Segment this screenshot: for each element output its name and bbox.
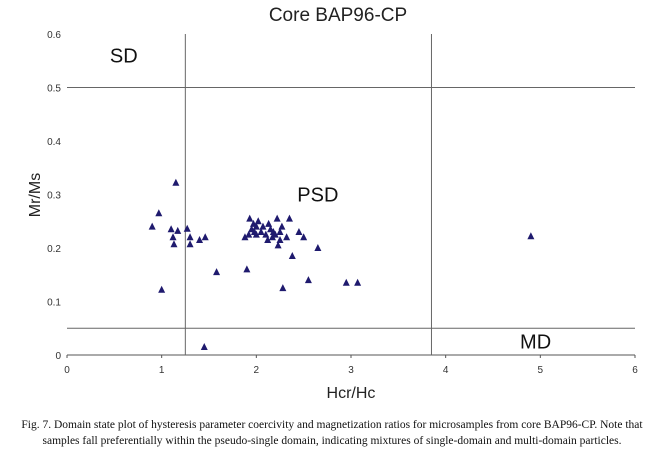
data-point	[283, 233, 291, 241]
data-point	[196, 235, 204, 243]
data-point	[314, 244, 322, 251]
region-label-sd: SD	[110, 45, 138, 67]
x-axis-title: Hcr/Hc	[327, 385, 376, 402]
data-point	[186, 240, 194, 248]
x-tick-label: 6	[632, 365, 638, 376]
x-tick-label: 4	[443, 365, 449, 376]
data-point	[254, 217, 262, 225]
y-tick-label: 0.6	[47, 30, 61, 41]
caption-line-1: Fig. 7. Domain state plot of hysteresis …	[21, 419, 643, 431]
data-point	[265, 219, 273, 227]
data-point	[158, 285, 166, 293]
x-tick-label: 0	[64, 365, 70, 376]
data-point	[167, 225, 175, 233]
caption-line-2: samples fall preferentially within the p…	[42, 435, 622, 447]
region-label-md: MD	[520, 332, 551, 354]
data-point	[262, 230, 270, 238]
data-point	[274, 241, 282, 249]
figure-caption: Fig. 7. Domain state plot of hysteresis …	[6, 417, 658, 449]
y-tick-label: 0.4	[47, 137, 61, 148]
data-point	[201, 233, 209, 241]
data-point	[200, 342, 208, 350]
data-point	[252, 230, 260, 238]
y-tick-label: 0.5	[47, 84, 61, 95]
chart-title: Core BAP96-CP	[269, 5, 407, 26]
data-point	[279, 284, 287, 292]
data-point	[342, 278, 350, 286]
x-tick-label: 1	[159, 365, 165, 376]
data-point	[186, 233, 194, 241]
region-label-psd: PSD	[297, 185, 338, 207]
data-point	[183, 224, 191, 232]
data-point	[527, 232, 535, 240]
data-point	[288, 252, 296, 260]
data-point	[264, 235, 272, 243]
data-point	[252, 222, 260, 230]
data-point	[148, 222, 156, 230]
data-point	[295, 227, 303, 235]
data-point	[243, 265, 251, 273]
domain-state-plot: Core BAP96-CP Mr/Ms Hcr/Hc 0 1 2 3 4 5 6 0 0.1 0.…	[27, 5, 638, 402]
y-tick-label: 0.1	[47, 298, 61, 309]
data-point	[300, 233, 308, 241]
data-point	[259, 222, 267, 230]
data-point	[276, 235, 284, 243]
data-point	[257, 227, 265, 235]
data-point	[273, 214, 281, 222]
data-point	[285, 214, 293, 222]
y-tick-label: 0	[55, 351, 61, 362]
data-point	[354, 278, 362, 286]
data-point	[246, 214, 254, 222]
data-point	[172, 178, 180, 186]
x-tick-label: 5	[538, 365, 544, 376]
data-point	[174, 226, 182, 234]
x-tick-label: 3	[348, 365, 354, 376]
data-point	[276, 227, 284, 235]
data-point	[169, 233, 177, 241]
data-point	[213, 268, 221, 276]
data-point	[304, 276, 312, 284]
data-point	[155, 209, 163, 217]
data-point	[241, 233, 249, 241]
x-tick-label: 2	[254, 365, 260, 376]
data-point	[278, 222, 286, 230]
data-point	[271, 230, 279, 238]
y-tick-label: 0.3	[47, 191, 61, 202]
data-point	[170, 240, 178, 248]
y-axis-title: Mr/Ms	[27, 173, 44, 217]
y-tick-label: 0.2	[47, 244, 61, 255]
data-point	[245, 230, 253, 238]
